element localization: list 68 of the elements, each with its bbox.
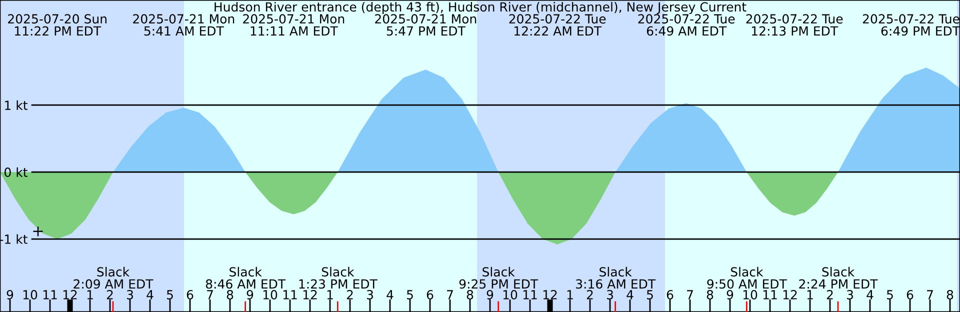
x-tick-label: 2 bbox=[106, 290, 113, 300]
x-tick-label: 2 bbox=[346, 290, 353, 300]
x-tick-label: 11 bbox=[763, 290, 777, 300]
annotation: Slack 8:46 AM EDT bbox=[206, 266, 286, 289]
x-tick-label: 7 bbox=[927, 290, 933, 300]
x-tick-label: 11 bbox=[283, 290, 297, 300]
x-tick-label: 8 bbox=[226, 290, 234, 300]
x-tick-label: 5 bbox=[886, 290, 893, 300]
x-tick-label: 7 bbox=[447, 290, 453, 300]
x-tick-label: 12 bbox=[543, 290, 557, 300]
x-tick-label: 3 bbox=[126, 290, 133, 300]
x-tick-label: 3 bbox=[606, 290, 613, 300]
annotation: 2025-07-22 Tue 6:49 AM EDT bbox=[638, 14, 735, 36]
x-tick-label: 9 bbox=[486, 290, 494, 300]
x-tick-label: 1 bbox=[87, 290, 93, 300]
x-tick-label: 6 bbox=[426, 290, 434, 300]
x-tick-label: 4 bbox=[866, 290, 874, 300]
x-tick-label: 9 bbox=[246, 290, 254, 300]
annotation: + bbox=[33, 226, 43, 236]
x-tick-label: 1 bbox=[807, 290, 813, 300]
annotation: Slack 2:09 AM EDT bbox=[74, 266, 154, 289]
x-tick-label: 8 bbox=[706, 290, 714, 300]
x-tick-label: 8 bbox=[466, 290, 474, 300]
x-tick-label: 5 bbox=[166, 290, 173, 300]
x-tick-label: 3 bbox=[846, 290, 853, 300]
annotation: Slack 3:16 AM EDT bbox=[576, 266, 656, 289]
x-tick-label: 9 bbox=[726, 290, 734, 300]
x-tick-label: 7 bbox=[687, 290, 693, 300]
x-tick-label: 11 bbox=[523, 290, 537, 300]
y-tick-label: 1 kt bbox=[5, 100, 28, 110]
x-tick-label: 2 bbox=[826, 290, 833, 300]
x-tick-label: 4 bbox=[146, 290, 154, 300]
x-tick-label: 5 bbox=[646, 290, 653, 300]
x-tick-label: 6 bbox=[666, 290, 674, 300]
annotation: Slack 9:50 AM EDT bbox=[707, 266, 787, 289]
annotation: 2025-07-21 Mon 5:47 PM EDT bbox=[375, 14, 476, 36]
x-tick-label: 2 bbox=[586, 290, 593, 300]
x-tick-label: 1 bbox=[567, 290, 573, 300]
annotation: 2025-07-22 Tue 12:22 AM EDT bbox=[509, 14, 606, 36]
annotation: Slack 2:24 PM EDT bbox=[799, 266, 878, 288]
x-tick-label: 8 bbox=[946, 290, 954, 300]
annotation: 2025-07-22 Tue 6:49 PM EDT bbox=[862, 14, 960, 36]
x-tick-label: 11 bbox=[43, 290, 57, 300]
x-tick-label: 6 bbox=[906, 290, 914, 300]
x-tick-label: 10 bbox=[263, 290, 278, 300]
annotation: Slack 1:23 PM EDT bbox=[299, 266, 378, 289]
x-tick-label: 10 bbox=[743, 290, 758, 300]
annotation: 2025-07-21 Mon 11:11 AM EDT bbox=[243, 14, 344, 36]
annotation: Slack 9:25 PM EDT bbox=[459, 266, 538, 289]
chart-title: Hudson River entrance (depth 43 ft), Hudson River (midchannel), New Jersey Current bbox=[214, 2, 746, 14]
x-tick-label: 7 bbox=[207, 290, 213, 300]
y-tick-label: 0 kt bbox=[4, 167, 28, 177]
annotation: 2025-07-22 Tue 12:13 PM EDT bbox=[746, 14, 843, 36]
x-tick-label: 5 bbox=[406, 290, 413, 300]
annotation: 2025-07-21 Mon 5:41 AM EDT bbox=[133, 14, 234, 36]
x-tick-label: 12 bbox=[783, 290, 797, 300]
x-tick-label: 12 bbox=[63, 290, 77, 300]
x-tick-label: 10 bbox=[503, 290, 518, 300]
x-tick-label: 3 bbox=[366, 290, 373, 300]
x-tick-label: 10 bbox=[23, 290, 38, 300]
x-tick-label: 4 bbox=[626, 290, 634, 300]
annotation: 2025-07-20 Sun 11:22 PM EDT bbox=[8, 14, 106, 36]
x-tick-label: 12 bbox=[303, 290, 317, 300]
x-tick-label: 9 bbox=[6, 290, 14, 300]
y-tick-label: -1 kt bbox=[0, 234, 28, 244]
x-tick-label: 4 bbox=[386, 290, 394, 300]
x-tick-label: 6 bbox=[186, 290, 194, 300]
x-tick-label: 1 bbox=[327, 290, 333, 300]
